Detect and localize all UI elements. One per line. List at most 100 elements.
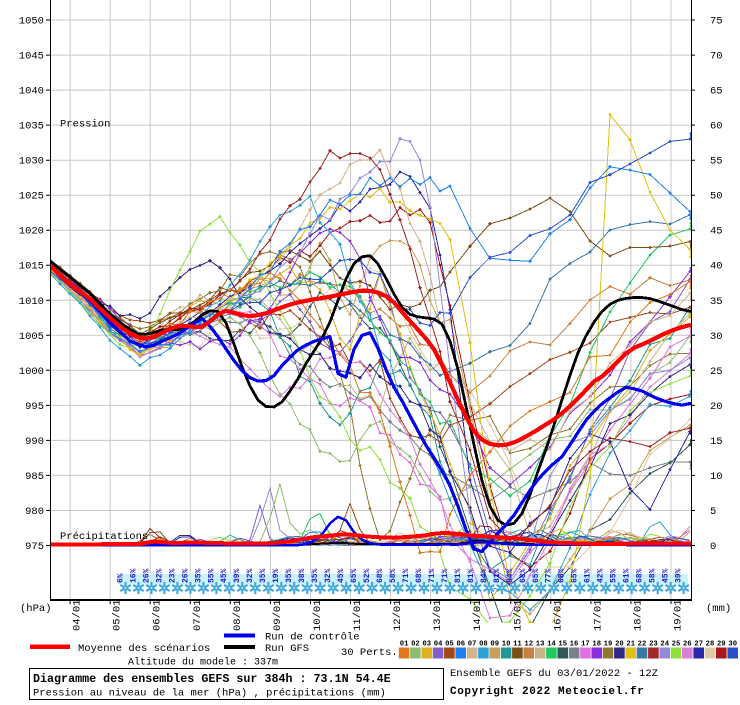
svg-text:11: 11 [513,641,522,649]
svg-text:39%: 39% [233,568,242,583]
svg-text:13/01: 13/01 [432,599,444,631]
svg-text:Pression: Pression [60,119,110,131]
svg-text:26%: 26% [142,568,151,583]
svg-text:65%: 65% [350,568,359,583]
svg-text:14: 14 [547,641,556,649]
svg-text:68%: 68% [376,568,385,583]
svg-text:21: 21 [626,641,635,649]
svg-text:09/01: 09/01 [272,599,284,631]
svg-text:35%: 35% [194,568,203,583]
svg-text:02: 02 [411,641,420,649]
svg-text:1015: 1015 [19,261,44,273]
svg-text:19/01: 19/01 [673,599,685,631]
svg-text:(mm): (mm) [706,603,731,615]
svg-text:1010: 1010 [19,296,44,308]
svg-text:Ensemble GEFS du 03/01/2022 -: Ensemble GEFS du 03/01/2022 - 12Z [450,668,658,680]
svg-text:27: 27 [694,641,703,649]
svg-text:6%: 6% [116,573,125,583]
svg-text:45%: 45% [662,568,671,583]
svg-text:65%: 65% [532,568,541,583]
svg-text:68%: 68% [636,568,645,583]
svg-text:26%: 26% [181,568,190,583]
svg-text:30 Perts.: 30 Perts. [341,647,398,659]
svg-text:25: 25 [710,366,723,378]
svg-text:975: 975 [25,541,44,553]
svg-text:68%: 68% [415,568,424,583]
svg-text:990: 990 [25,436,44,448]
svg-text:1040: 1040 [19,86,44,98]
svg-text:35%: 35% [311,568,320,583]
svg-text:39%: 39% [675,568,684,583]
svg-text:17: 17 [581,641,590,649]
svg-text:10: 10 [502,641,511,649]
svg-text:38%: 38% [298,568,307,583]
svg-text:23%: 23% [168,568,177,583]
svg-text:1005: 1005 [19,331,44,343]
svg-text:08: 08 [479,641,488,649]
svg-text:58%: 58% [389,568,398,583]
svg-text:81%: 81% [467,568,476,583]
svg-text:05/01: 05/01 [112,599,124,631]
svg-text:71%: 71% [428,568,437,583]
svg-text:65%: 65% [571,568,580,583]
svg-text:04: 04 [434,641,443,649]
svg-text:19: 19 [604,641,613,649]
svg-text:50: 50 [710,191,723,203]
svg-text:03: 03 [422,641,431,649]
svg-text:1000: 1000 [19,366,44,378]
svg-text:32%: 32% [324,568,333,583]
svg-text:42%: 42% [597,568,606,583]
svg-text:55: 55 [710,156,723,168]
svg-text:61%: 61% [584,568,593,583]
svg-text:25: 25 [672,641,681,649]
svg-text:18: 18 [592,641,601,649]
svg-text:07: 07 [468,641,477,649]
svg-text:15/01: 15/01 [512,599,524,631]
svg-text:45%: 45% [337,568,346,583]
svg-text:980: 980 [25,506,44,518]
svg-text:10/01: 10/01 [312,599,324,631]
svg-text:77%: 77% [545,568,554,583]
svg-text:06: 06 [456,641,465,649]
svg-text:24: 24 [660,641,669,649]
svg-text:65: 65 [710,86,723,98]
svg-text:5: 5 [710,506,716,518]
svg-text:13: 13 [536,641,545,649]
svg-text:30: 30 [728,641,737,649]
svg-text:Diagramme des ensembles GEFS s: Diagramme des ensembles GEFS sur 384h : … [33,672,391,686]
svg-text:20: 20 [710,401,723,413]
svg-text:75: 75 [710,16,723,28]
svg-text:985: 985 [25,471,44,483]
svg-text:07/01: 07/01 [192,599,204,631]
svg-text:68%: 68% [519,568,528,583]
svg-text:0: 0 [710,541,716,553]
svg-text:22: 22 [638,641,647,649]
svg-text:70: 70 [710,51,723,63]
svg-text:Altitude du modele : 337m: Altitude du modele : 337m [128,657,278,669]
svg-text:55%: 55% [207,568,216,583]
svg-text:84%: 84% [480,568,489,583]
svg-text:52%: 52% [363,568,372,583]
svg-text:16: 16 [570,641,579,649]
svg-text:61%: 61% [623,568,632,583]
svg-text:15: 15 [710,436,723,448]
svg-text:71%: 71% [402,568,411,583]
svg-text:01: 01 [400,641,409,649]
svg-text:06/01: 06/01 [152,599,164,631]
svg-text:68%: 68% [558,568,567,583]
svg-text:10: 10 [710,471,723,483]
svg-text:28: 28 [706,641,715,649]
svg-text:12/01: 12/01 [392,599,404,631]
svg-text:71%: 71% [441,568,450,583]
svg-text:26: 26 [683,641,692,649]
svg-text:16/01: 16/01 [552,599,564,631]
svg-text:08/01: 08/01 [232,599,244,631]
svg-text:35%: 35% [259,568,268,583]
svg-text:60: 60 [710,121,723,133]
svg-text:32%: 32% [155,568,164,583]
svg-text:35: 35 [710,296,723,308]
svg-text:09: 09 [490,641,499,649]
svg-text:1045: 1045 [19,51,44,63]
svg-text:995: 995 [25,401,44,413]
svg-text:35%: 35% [285,568,294,583]
